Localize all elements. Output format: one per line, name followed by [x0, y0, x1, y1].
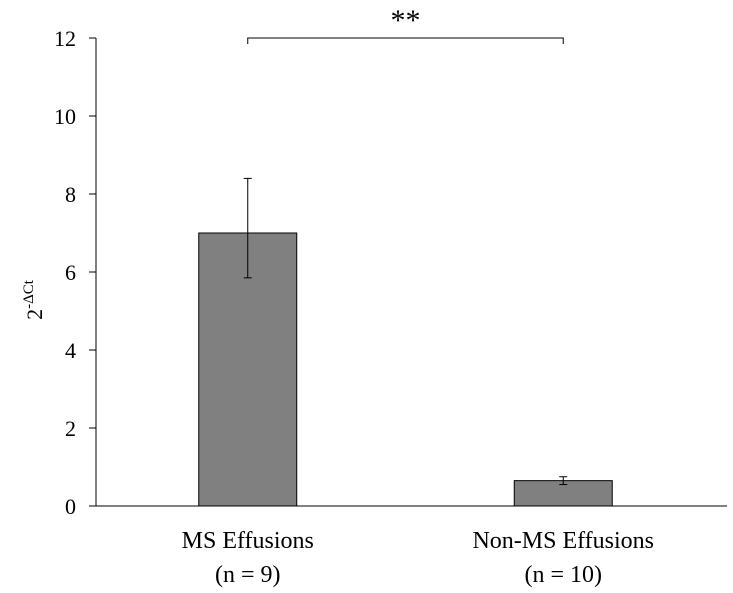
y-tick-label: 12 [54, 26, 76, 51]
x-category-sublabel: (n = 9) [215, 562, 281, 588]
significance-annotation: ** [247, 4, 564, 44]
bars [198, 232, 613, 507]
y-axis-label: 2-ΔCt [21, 279, 47, 320]
x-axis: MS Effusions (n = 9) Non-MS Effusions (n = … [96, 505, 727, 588]
x-category-label: MS Effusions [182, 528, 314, 554]
y-tick-label: 6 [65, 260, 76, 285]
y-axis: 0 2 4 6 8 10 12 [54, 26, 97, 519]
error-bars [243, 177, 568, 486]
x-category-label: Non-MS Effusions [472, 528, 654, 554]
y-tick-label: 10 [54, 104, 76, 129]
y-tick-label: 4 [65, 338, 76, 363]
significance-label: ** [391, 4, 421, 37]
significance-bracket [247, 37, 564, 44]
bar-0 [198, 232, 298, 507]
y-tick-label: 8 [65, 182, 76, 207]
y-tick-label: 0 [65, 494, 76, 519]
x-category-sublabel: (n = 10) [524, 562, 602, 588]
y-tick-label: 2 [65, 416, 76, 441]
